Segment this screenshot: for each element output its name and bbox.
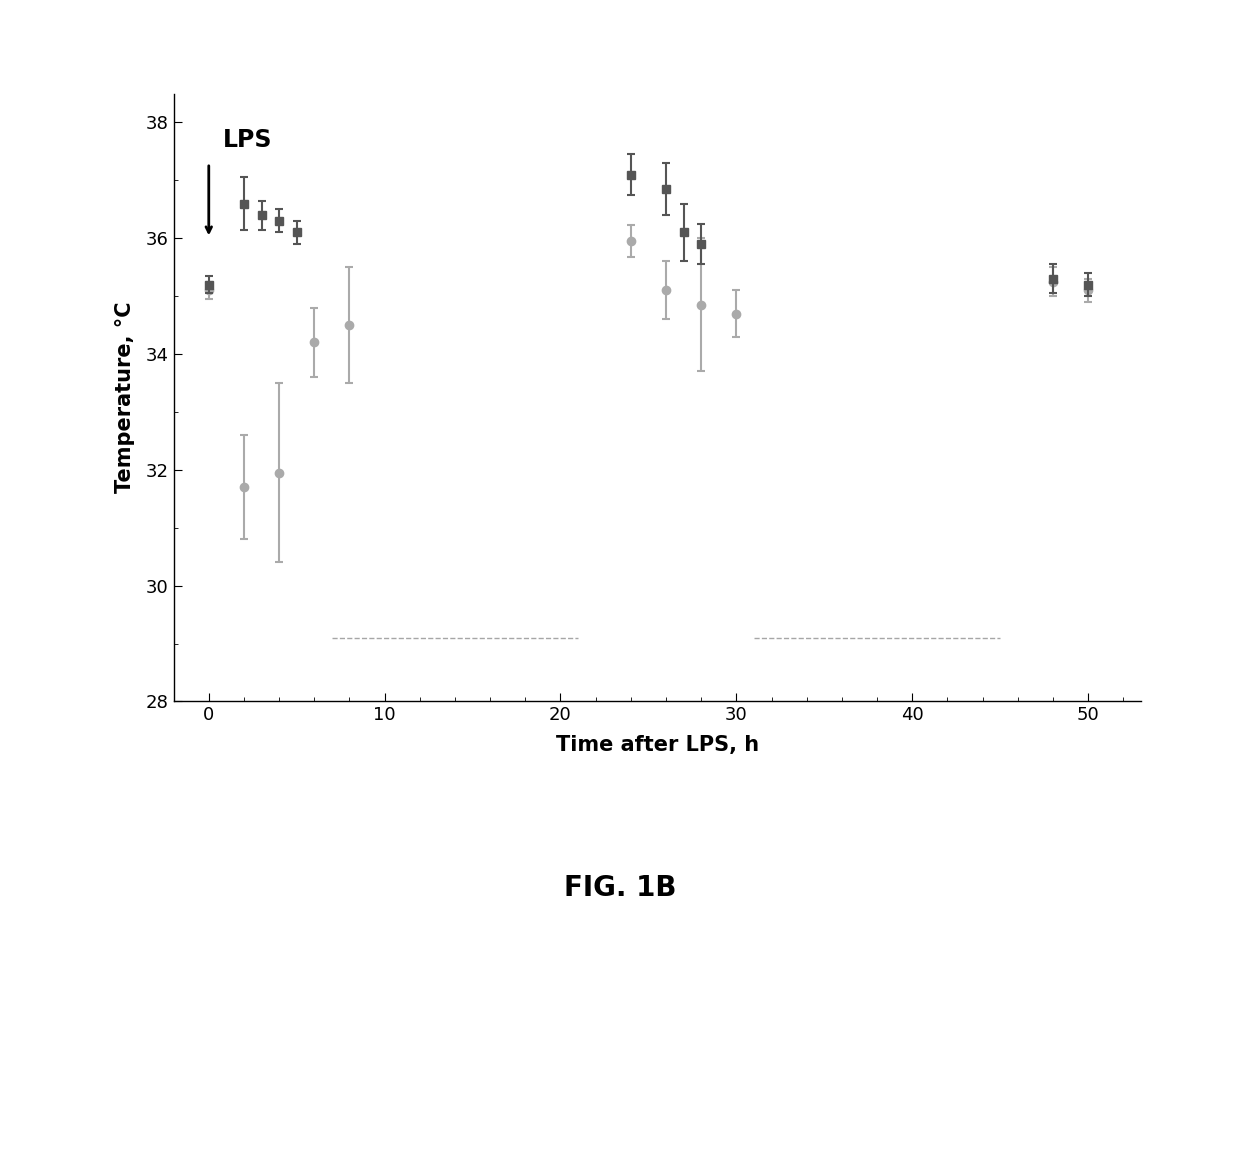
Text: LPS: LPS bbox=[223, 127, 273, 152]
Text: FIG. 1B: FIG. 1B bbox=[564, 874, 676, 902]
Y-axis label: Temperature, °C: Temperature, °C bbox=[114, 302, 135, 493]
X-axis label: Time after LPS, h: Time after LPS, h bbox=[556, 735, 759, 755]
